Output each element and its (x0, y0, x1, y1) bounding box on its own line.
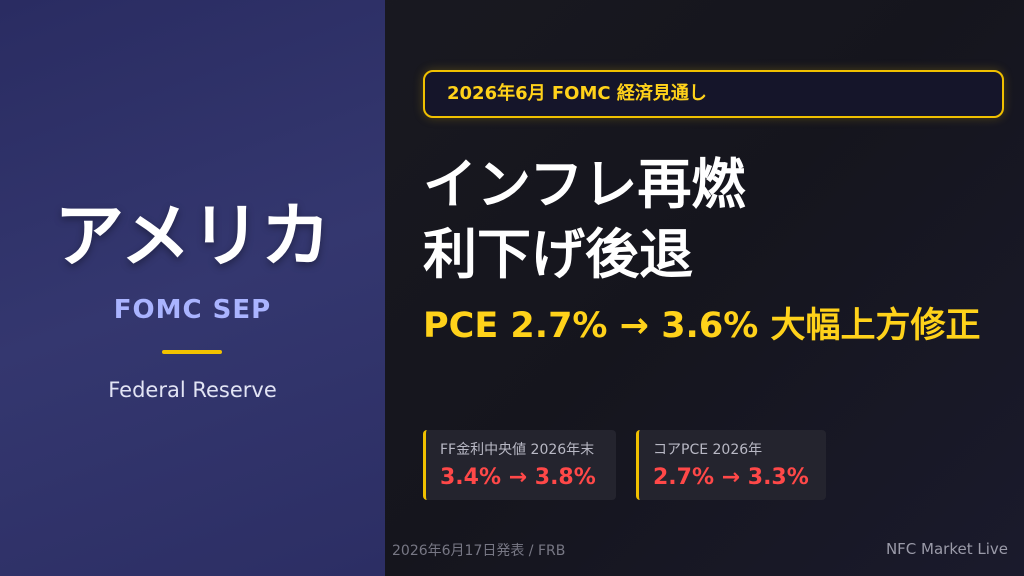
source-note: 2026年6月17日発表 / FRB (392, 543, 566, 559)
card-value: 2.7% → 3.3% (653, 465, 809, 490)
stat-card: コアPCE 2026年 2.7% → 3.3% (636, 430, 826, 500)
card-label: FF金利中央値 2026年末 (440, 442, 595, 458)
subheadline: PCE 2.7% → 3.6% 大幅上方修正 (423, 306, 981, 346)
badge: 2026年6月 FOMC 経済見通し (423, 70, 1004, 118)
stat-card: FF金利中央値 2026年末 3.4% → 3.8% (423, 430, 616, 500)
left-panel: アメリカ FOMC SEP Federal Reserve (0, 0, 385, 576)
divider (162, 350, 222, 354)
region-caption: Federal Reserve (108, 378, 277, 402)
region-title: アメリカ (54, 195, 331, 277)
headline: 利下げ後退 (423, 223, 693, 286)
card-value: 3.4% → 3.8% (440, 465, 596, 490)
headline: インフレ再燃 (423, 153, 746, 216)
region-subtitle: FOMC SEP (113, 295, 272, 325)
card-label: コアPCE 2026年 (653, 442, 763, 458)
brand: NFC Market Live (885, 540, 1008, 558)
